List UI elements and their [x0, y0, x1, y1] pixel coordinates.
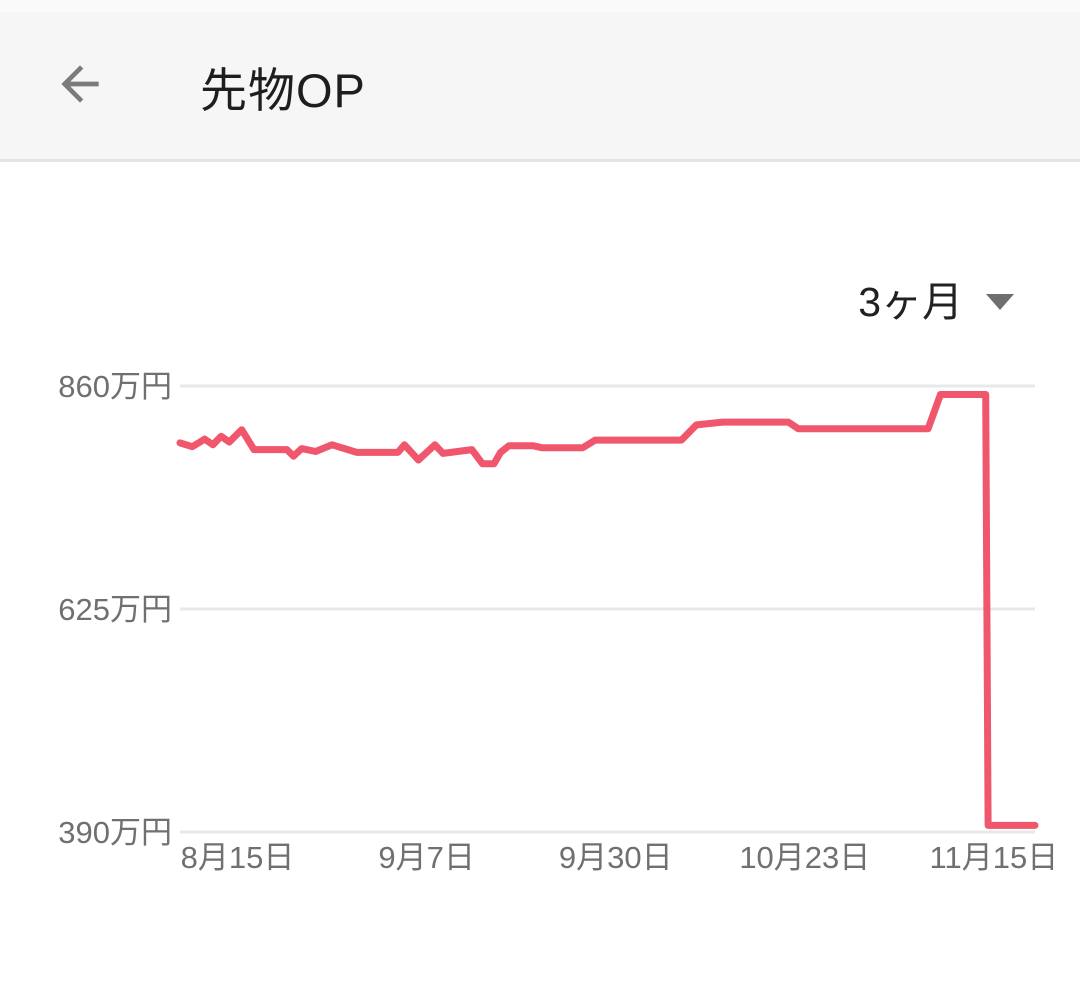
y-axis-tick-label: 390万円: [58, 815, 172, 850]
series-line: [176, 391, 1039, 829]
period-selector[interactable]: 3ヶ月: [858, 268, 1014, 328]
x-axis-tick-label: 11月15日: [930, 840, 1059, 875]
x-axis-tick-label: 9月30日: [559, 840, 673, 875]
arrow-left-icon: [61, 65, 99, 103]
x-axis-tick-label: 9月7日: [378, 840, 474, 875]
chevron-down-icon: [986, 294, 1014, 310]
x-axis-tick-label: 8月15日: [181, 840, 295, 875]
y-axis-tick-label: 625万円: [58, 592, 172, 627]
app-bar: 先物OP: [0, 0, 1080, 162]
period-selector-value: 3ヶ月: [858, 279, 963, 325]
page-title: 先物OP: [200, 64, 366, 117]
back-button[interactable]: [52, 56, 108, 112]
y-axis-tick-label: 860万円: [58, 369, 172, 404]
x-axis-tick-label: 10月23日: [739, 840, 870, 875]
